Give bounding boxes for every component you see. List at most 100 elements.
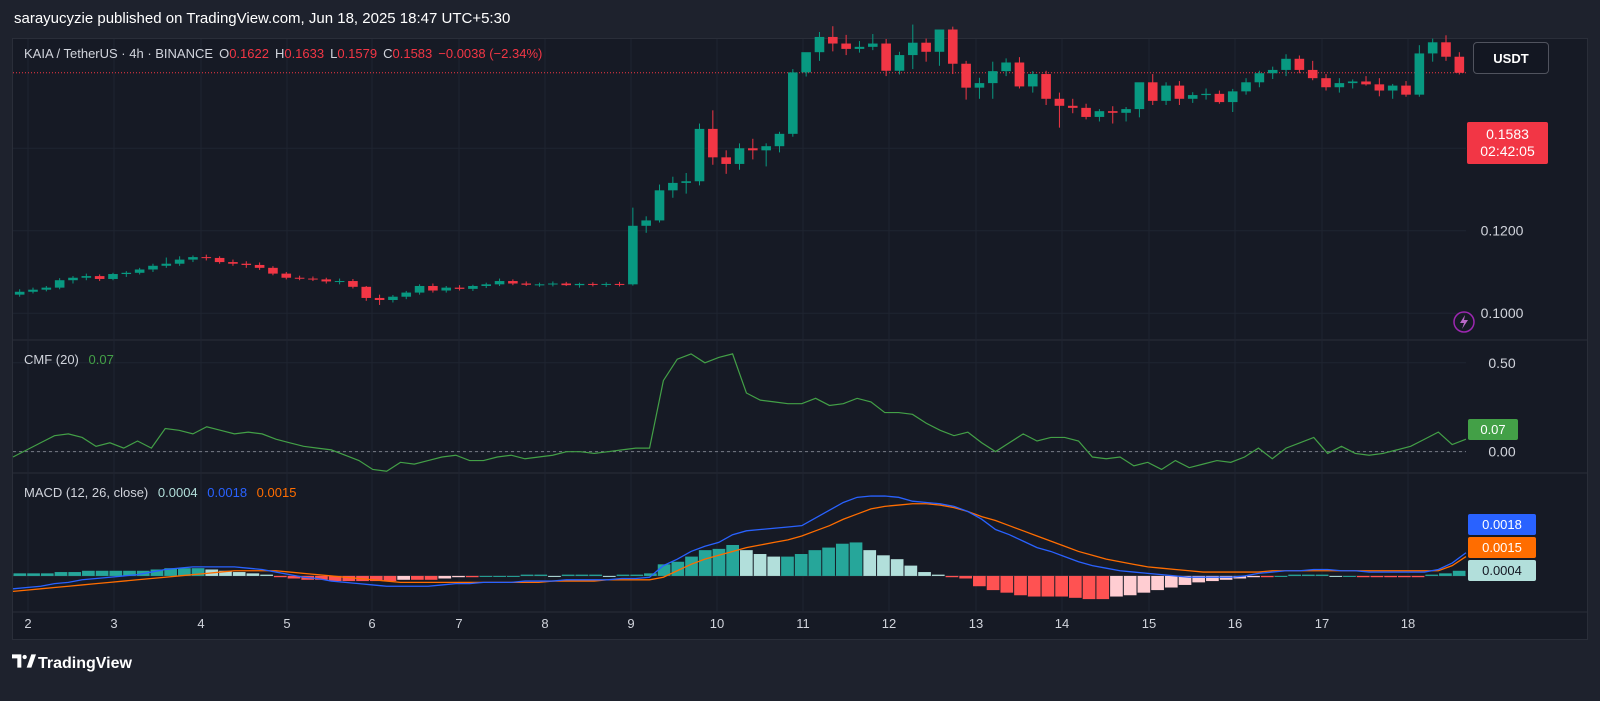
candle-body <box>1201 93 1211 96</box>
macd-histogram-bar <box>369 575 383 582</box>
candle-body <box>521 283 532 285</box>
open-value: 0.1622 <box>229 46 269 61</box>
x-tick-label: 10 <box>710 616 724 631</box>
macd-histogram-bar <box>397 575 411 580</box>
macd-signal-line <box>12 503 1467 593</box>
currency-button[interactable]: USDT <box>1473 42 1549 74</box>
candle-body <box>1361 81 1371 85</box>
last-price-label: 0.1583 02:42:05 <box>1467 122 1548 164</box>
macd-histogram-bar <box>589 574 602 576</box>
candle-body <box>1121 109 1131 113</box>
candle-body <box>841 43 851 49</box>
tradingview-logo-icon <box>12 652 38 676</box>
candle-body <box>1174 85 1185 99</box>
candle-body <box>614 283 625 285</box>
high-label: H <box>274 46 285 61</box>
macd-histogram-bar <box>246 573 260 576</box>
macd-histogram-bar <box>150 569 164 576</box>
macd-histogram-bar <box>1178 575 1192 585</box>
candle-body <box>1427 42 1438 54</box>
candle-body <box>1414 53 1425 95</box>
macd-histogram-bar <box>68 572 82 576</box>
last-price-value: 0.1583 <box>1486 126 1529 142</box>
macd-histogram-bar <box>794 554 808 576</box>
macd-histogram-bar <box>109 570 123 576</box>
flash-icon[interactable] <box>1452 310 1476 334</box>
macd-histogram-bar <box>1192 575 1206 583</box>
candle-body <box>894 55 905 71</box>
macd-histogram-bar <box>1356 575 1370 578</box>
candle-body <box>1147 82 1158 101</box>
candle-body <box>1227 91 1238 103</box>
macd-histogram-bar <box>438 575 452 579</box>
candle-body <box>1214 93 1225 103</box>
candle-body <box>788 72 798 134</box>
candle-body <box>161 263 172 266</box>
candle-body <box>1094 111 1105 117</box>
macd-histogram-bar <box>1233 575 1247 579</box>
candle-body <box>641 220 651 226</box>
candle-body <box>388 296 398 301</box>
candle-body <box>921 42 931 52</box>
candle-body <box>974 83 985 88</box>
candle-body <box>348 281 358 287</box>
candle-body <box>1187 95 1198 99</box>
hist-axis-tag: 0.0004 <box>1468 560 1536 581</box>
x-tick-label: 13 <box>969 616 983 631</box>
candle-body <box>708 128 718 158</box>
macd-histogram-bar <box>479 575 493 577</box>
macd-histogram-bar <box>123 570 136 576</box>
candle-body <box>1454 56 1465 73</box>
candle-body <box>468 285 478 289</box>
publisher-header: sarayucyzie published on TradingView.com… <box>14 10 511 27</box>
candle-body <box>774 133 785 147</box>
macd-histogram-bar <box>1151 575 1164 591</box>
x-tick-label: 2 <box>24 616 31 631</box>
macd-histogram-bar <box>698 550 712 576</box>
candle-body <box>868 43 878 47</box>
signal-axis-tag: 0.0015 <box>1468 537 1536 558</box>
candle-body <box>94 276 105 279</box>
candle-body <box>414 285 425 293</box>
macd-histogram-bar <box>1096 575 1110 600</box>
macd-histogram-bar <box>712 548 726 576</box>
macd-histogram-bar <box>1411 575 1425 578</box>
candle-body <box>361 286 372 298</box>
macd-histogram-bar <box>493 575 506 577</box>
candle-body <box>881 43 891 71</box>
candle-body <box>1161 85 1171 101</box>
change-value: −0.0038 (−2.34%) <box>438 46 543 61</box>
macd-histogram-bar <box>863 550 877 576</box>
macd-histogram-bar <box>1027 575 1041 597</box>
close-label: C <box>383 46 393 61</box>
candle-body <box>1254 73 1265 83</box>
candle-body <box>854 46 865 49</box>
macd-histogram-bar <box>753 554 767 576</box>
candle-body <box>574 283 585 286</box>
macd-histogram-bar <box>164 568 177 576</box>
macd-histogram-bar <box>918 572 931 576</box>
macd-histogram-bar <box>383 575 397 582</box>
candle-body <box>228 262 238 264</box>
macd-histogram-bar <box>657 564 671 576</box>
macd-histogram-bar <box>1260 575 1274 578</box>
macd-histogram-bar <box>1206 575 1219 582</box>
candle-body <box>1027 74 1038 87</box>
macd-axis-tag: 0.0018 <box>1468 514 1536 535</box>
candle-body <box>947 29 958 64</box>
candle-body <box>801 52 811 73</box>
candle-body <box>1054 98 1065 106</box>
macd-histogram-bar <box>534 574 548 576</box>
macd-histogram-bar <box>1329 575 1343 577</box>
chart-area[interactable] <box>12 38 1588 640</box>
macd-histogram-bar <box>630 574 644 576</box>
symbol-label: KAIA / TetherUS · 4h · BINANCE <box>24 46 214 61</box>
cmf-line <box>12 353 1467 472</box>
macd-histogram-bar <box>931 574 945 576</box>
candle-body <box>1401 85 1411 95</box>
candle-body <box>508 281 518 284</box>
tradingview-footer[interactable]: TradingView <box>12 652 132 676</box>
cmf-name: CMF (20) <box>24 352 79 367</box>
macd-histogram-bar <box>1041 575 1055 597</box>
